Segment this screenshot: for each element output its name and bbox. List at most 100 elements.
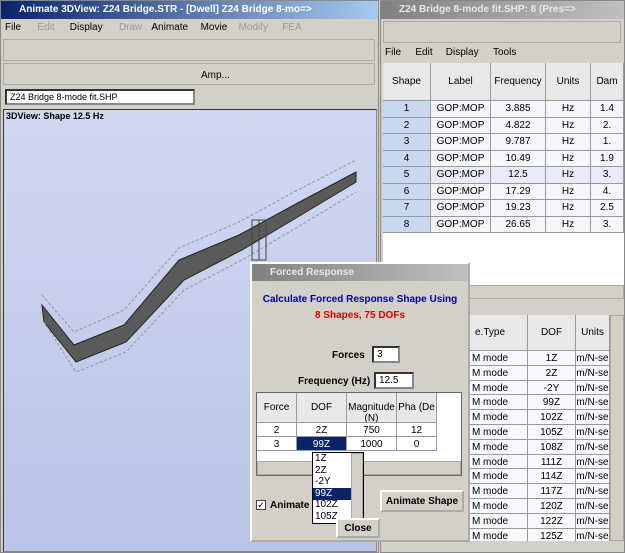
menu-item[interactable]: Edit <box>415 47 433 58</box>
table-cell: m/N-se <box>576 454 610 470</box>
table-cell: m/N-se <box>576 351 610 366</box>
column-header: Force <box>257 393 297 423</box>
table-cell: Hz <box>546 167 591 184</box>
table-cell: M mode <box>453 395 528 411</box>
menu-item[interactable]: Display <box>69 22 103 33</box>
dropdown-option[interactable]: -2Y <box>315 476 331 487</box>
dropdown-option[interactable]: 102Z <box>315 499 338 510</box>
table-cell: M mode <box>453 410 528 425</box>
shape-window: Z24 Bridge 8-mode fit.SHP: 8 (Pres=> Fil… <box>380 0 625 553</box>
table-cell: m/N-se <box>576 499 610 514</box>
animate-shape-button[interactable]: Animate Shape <box>380 490 464 512</box>
menu-item[interactable]: Animate <box>151 22 189 33</box>
table-cell: 2.5 <box>591 200 624 217</box>
title-bar: Z24 Bridge 8-mode fit.SHP: 8 (Pres=> <box>381 1 624 19</box>
table-cell: M mode <box>453 513 528 529</box>
dropdown-option[interactable]: 1Z <box>315 453 327 464</box>
undeformed <box>41 159 357 333</box>
dof-dropdown-list[interactable]: 1Z 2Z -2Y 99Z 102Z 105Z <box>312 452 364 524</box>
dropdown-option[interactable]: 105Z <box>315 510 338 522</box>
title-bar: Animate 3DView: Z24 Bridge.STR - [Dwell]… <box>1 1 378 19</box>
table-cell: GOP:MOP <box>431 101 491 118</box>
dropdown-option[interactable]: 99Z <box>313 487 351 500</box>
undeformed <box>43 191 357 373</box>
table-cell: 114Z <box>528 469 576 485</box>
column-header: Frequency <box>491 63 546 101</box>
table-cell: 17.29 <box>491 183 546 200</box>
table-cell: M mode <box>453 469 528 485</box>
menu-item[interactable]: FEA <box>282 22 302 33</box>
menu-item[interactable]: Modify <box>238 22 269 33</box>
table-cell: Hz <box>546 216 591 233</box>
table-cell: M mode <box>453 425 528 440</box>
column-header: Shape <box>383 63 431 101</box>
table-cell: 102Z <box>528 410 576 425</box>
title-bar: Forced Response <box>252 264 468 281</box>
table-cell: 12.5 <box>491 167 546 184</box>
menu-item[interactable]: Display <box>445 47 479 58</box>
freq-input[interactable]: 12.5 <box>374 372 414 389</box>
table-cell: 2Z <box>297 423 347 437</box>
table-cell: 1Z <box>528 351 576 366</box>
table-cell: 7 <box>383 200 431 217</box>
menu-item[interactable]: Movie <box>200 22 228 33</box>
menu-item[interactable]: Draw <box>119 22 143 33</box>
amp-dropdown[interactable]: Amp... <box>201 70 230 81</box>
menu-bar: File Edit Display Draw Animate Movie Modify FEA <box>1 19 378 37</box>
table-cell: M mode <box>453 351 528 366</box>
table-cell: 3 <box>383 134 431 151</box>
menu-item[interactable]: Tools <box>493 47 517 58</box>
column-header: Units <box>546 63 591 101</box>
table-cell: m/N-se <box>576 410 610 425</box>
bridge-deck <box>41 171 357 363</box>
table-cell: 1.4 <box>591 101 624 118</box>
table-cell: 3 <box>257 437 297 451</box>
file-dropdown[interactable]: Z24 Bridge 8-mode fit.SHP <box>5 89 195 105</box>
table-cell: GOP:MOP <box>431 167 491 184</box>
column-header: Magnitude (N) <box>347 393 397 423</box>
table-cell: 99Z <box>528 395 576 411</box>
table-cell: 3. <box>591 167 624 184</box>
table-cell: 105Z <box>528 425 576 440</box>
table-cell: m/N-se <box>576 365 610 381</box>
table-cell: M mode <box>453 484 528 499</box>
animate-label: Animate <box>270 500 310 511</box>
v-scrollbar[interactable] <box>610 315 624 541</box>
table-cell: 19.23 <box>491 200 546 217</box>
table-cell: GOP:MOP <box>431 134 491 151</box>
table-cell: GOP:MOP <box>431 200 491 217</box>
table-cell: 117Z <box>528 484 576 499</box>
close-button[interactable]: Close <box>336 518 380 538</box>
table-cell: 3.885 <box>491 101 546 118</box>
table-cell: m/N-se <box>576 395 610 411</box>
table-cell: M mode <box>453 454 528 470</box>
table-cell: 5 <box>383 167 431 184</box>
forces-input[interactable]: 3 <box>372 346 400 363</box>
animate-checkbox[interactable]: ✓ <box>256 500 266 510</box>
table-cell: M mode <box>453 439 528 455</box>
table-cell: GOP:MOP <box>431 117 491 134</box>
menu-item[interactable]: File <box>385 47 402 58</box>
heading: Calculate Forced Response Shape Using <box>262 294 458 305</box>
bridge-model <box>41 159 357 373</box>
table-cell: 8 <box>383 216 431 233</box>
menu-item[interactable]: File <box>5 22 22 33</box>
table-cell: 0 <box>397 437 437 451</box>
table-cell: 6 <box>383 183 431 200</box>
column-header: Pha (De <box>397 393 437 423</box>
table-cell: m/N-se <box>576 425 610 440</box>
table-cell: 4 <box>383 150 431 167</box>
table-cell: 2. <box>591 117 624 134</box>
table-cell: 1.9 <box>591 150 624 167</box>
table-cell: 12 <box>397 423 437 437</box>
dropdown-option[interactable]: 2Z <box>315 464 327 476</box>
v-scrollbar[interactable] <box>351 453 363 523</box>
table-cell: 1. <box>591 134 624 151</box>
menu-item[interactable]: Edit <box>37 22 55 33</box>
column-header: Label <box>431 63 491 101</box>
table-cell: 111Z <box>528 454 576 470</box>
table-cell: Hz <box>546 101 591 118</box>
table-cell: 120Z <box>528 499 576 514</box>
table-cell: Hz <box>546 134 591 151</box>
